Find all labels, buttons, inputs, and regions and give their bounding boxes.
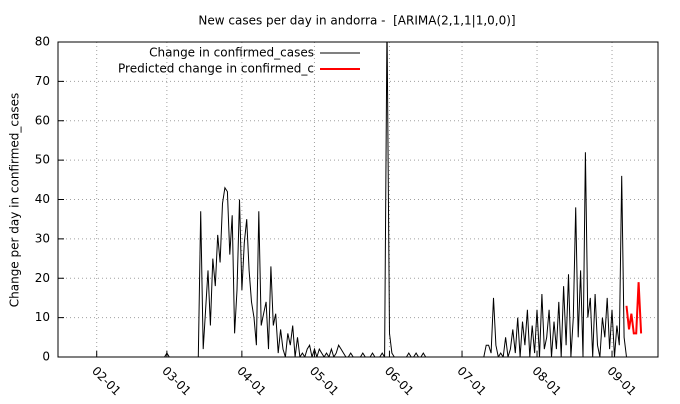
- x-tick-label: 05-01: [307, 364, 342, 399]
- y-tick-label: 60: [35, 113, 50, 127]
- x-tick-label: 03-01: [159, 364, 194, 399]
- y-tick-label: 20: [35, 271, 50, 285]
- grid: [58, 41, 658, 358]
- x-tick-label: 08-01: [529, 364, 564, 399]
- chart-title: New cases per day in andorra - [ARIMA(2,…: [198, 14, 515, 28]
- series-line: [162, 42, 627, 357]
- x-tick-label: 06-01: [382, 364, 417, 399]
- x-tick-label: 07-01: [454, 364, 489, 399]
- y-tick-label: 40: [35, 192, 50, 206]
- y-tick-label: 70: [35, 74, 50, 88]
- y-tick-label: 0: [42, 350, 50, 364]
- y-tick-label: 30: [35, 231, 50, 245]
- plot-area: [162, 42, 643, 357]
- legend-label: Predicted change in confirmed_c: [118, 62, 314, 76]
- x-tick-label: 02-01: [89, 364, 124, 399]
- x-tick-label: 04-01: [234, 364, 269, 399]
- series-line: [625, 282, 643, 335]
- y-tick-label: 50: [35, 153, 50, 167]
- legend-label: Change in confirmed_cases: [149, 46, 314, 60]
- y-axis-label: Change per day in confirmed_cases: [8, 93, 22, 308]
- y-tick-label: 80: [35, 35, 50, 49]
- y-tick-label: 10: [35, 310, 50, 324]
- x-tick-label: 09-01: [604, 364, 639, 399]
